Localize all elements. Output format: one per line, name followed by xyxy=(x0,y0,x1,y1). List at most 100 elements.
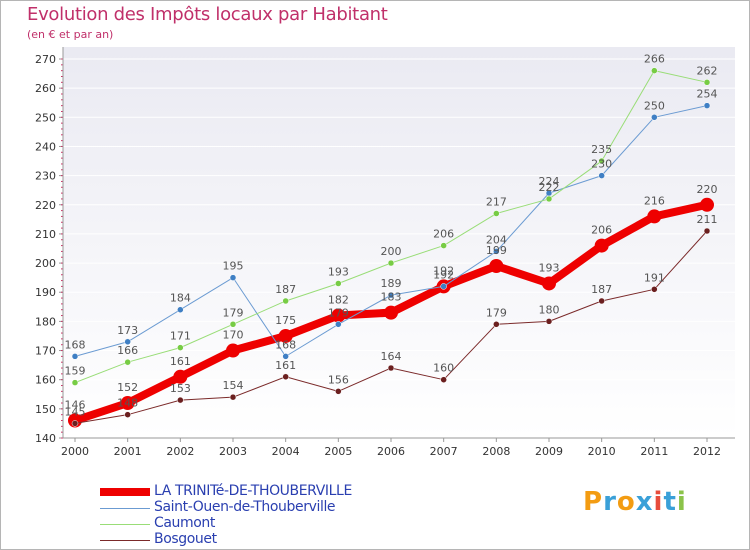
x-tick-label: 2003 xyxy=(219,445,247,458)
y-tick-label: 140 xyxy=(35,432,56,445)
data-label: 179 xyxy=(223,306,244,319)
series-point-3 xyxy=(124,411,131,418)
data-label: 164 xyxy=(381,350,402,363)
series-point-3 xyxy=(703,227,711,235)
series-point-2 xyxy=(493,210,500,217)
data-label: 224 xyxy=(539,175,560,188)
legend-label: Saint-Ouen-de-Thouberville xyxy=(154,499,336,515)
proxiti-logo: Proxiti xyxy=(583,487,687,517)
series-point-1 xyxy=(387,291,395,299)
legend-label: Caumont xyxy=(154,515,215,531)
x-tick-label: 2007 xyxy=(430,445,458,458)
y-tick-label: 180 xyxy=(35,315,56,328)
x-tick-label: 2001 xyxy=(114,445,142,458)
series-point-0 xyxy=(278,328,293,343)
x-tick-label: 2008 xyxy=(482,445,510,458)
series-point-0 xyxy=(542,276,556,291)
series-point-2 xyxy=(124,358,131,366)
data-label: 193 xyxy=(539,261,560,274)
data-label: 145 xyxy=(65,405,86,418)
series-point-2 xyxy=(651,67,658,74)
data-label: 160 xyxy=(433,362,454,375)
x-tick-label: 2011 xyxy=(640,445,668,458)
data-label: 175 xyxy=(275,314,296,327)
legend-swatch xyxy=(100,539,150,541)
series-point-1 xyxy=(651,114,658,121)
data-label: 168 xyxy=(275,338,296,351)
data-label: 161 xyxy=(275,359,296,372)
data-label: 161 xyxy=(170,355,191,368)
series-point-0 xyxy=(331,308,346,323)
data-label: 154 xyxy=(223,379,244,392)
series-point-1 xyxy=(229,274,237,281)
series-point-2 xyxy=(229,321,237,328)
chart-subtitle: (en € et par an) xyxy=(27,28,114,41)
data-label: 191 xyxy=(644,271,665,284)
data-label: 211 xyxy=(697,213,718,226)
data-label: 235 xyxy=(591,143,612,156)
x-tick-label: 2000 xyxy=(61,445,89,458)
data-label: 192 xyxy=(433,268,454,281)
data-label: 179 xyxy=(486,306,507,319)
data-label: 159 xyxy=(65,365,86,378)
logo-letter: r xyxy=(603,487,617,517)
data-label: 184 xyxy=(170,292,191,305)
series-point-3 xyxy=(229,393,237,401)
x-tick-label: 2004 xyxy=(272,445,300,458)
data-label: 195 xyxy=(223,260,244,273)
series-point-2 xyxy=(71,379,79,386)
series-point-1 xyxy=(440,283,447,290)
series-point-0 xyxy=(173,369,188,384)
data-label: 166 xyxy=(117,344,138,357)
data-label: 200 xyxy=(381,245,402,258)
series-point-1 xyxy=(335,321,342,328)
series-point-2 xyxy=(545,195,553,203)
y-tick-label: 250 xyxy=(35,111,56,124)
series-point-3 xyxy=(387,364,395,372)
data-label: 254 xyxy=(697,88,718,101)
y-tick-label: 240 xyxy=(35,140,56,153)
x-tick-label: 2009 xyxy=(535,445,563,458)
x-tick-label: 2002 xyxy=(166,445,194,458)
series-point-1 xyxy=(282,353,289,360)
series-point-0 xyxy=(594,238,609,253)
data-label: 168 xyxy=(65,338,86,351)
series-point-0 xyxy=(647,209,662,224)
data-label: 199 xyxy=(486,244,507,257)
legend-label: LA TRINITé-DE-THOUBERVILLE xyxy=(154,483,352,499)
series-point-2 xyxy=(177,344,184,351)
y-tick-label: 210 xyxy=(35,228,56,241)
data-label: 192 xyxy=(433,264,454,277)
series-point-3 xyxy=(335,388,342,395)
logo-letter: i xyxy=(676,487,687,517)
data-label: 189 xyxy=(381,277,402,290)
series-point-1 xyxy=(598,172,605,179)
data-label: 220 xyxy=(697,183,718,196)
data-label: 179 xyxy=(328,306,349,319)
y-tick-label: 230 xyxy=(35,170,56,183)
y-tick-label: 150 xyxy=(35,403,56,416)
series-point-1 xyxy=(493,248,500,255)
series-point-0 xyxy=(384,305,398,320)
data-label: 222 xyxy=(539,181,560,194)
x-tick-label: 2005 xyxy=(324,445,352,458)
logo-letter: x xyxy=(635,487,654,517)
data-label: 153 xyxy=(170,382,191,395)
data-label: 152 xyxy=(117,381,138,394)
data-label: 170 xyxy=(223,329,244,342)
data-label: 216 xyxy=(644,194,665,207)
data-label: 266 xyxy=(644,53,665,66)
legend-swatch xyxy=(100,523,150,525)
y-tick-label: 270 xyxy=(35,53,56,66)
legend-label: Bosgouet xyxy=(154,531,217,547)
y-tick-label: 170 xyxy=(35,345,56,358)
series-point-1 xyxy=(703,102,711,109)
y-tick-label: 190 xyxy=(35,286,56,299)
data-label: 206 xyxy=(591,224,612,237)
data-label: 206 xyxy=(433,228,454,241)
x-tick-label: 2006 xyxy=(377,445,405,458)
series-point-2 xyxy=(440,242,447,249)
data-label: 193 xyxy=(328,265,349,278)
series-point-2 xyxy=(598,157,605,165)
